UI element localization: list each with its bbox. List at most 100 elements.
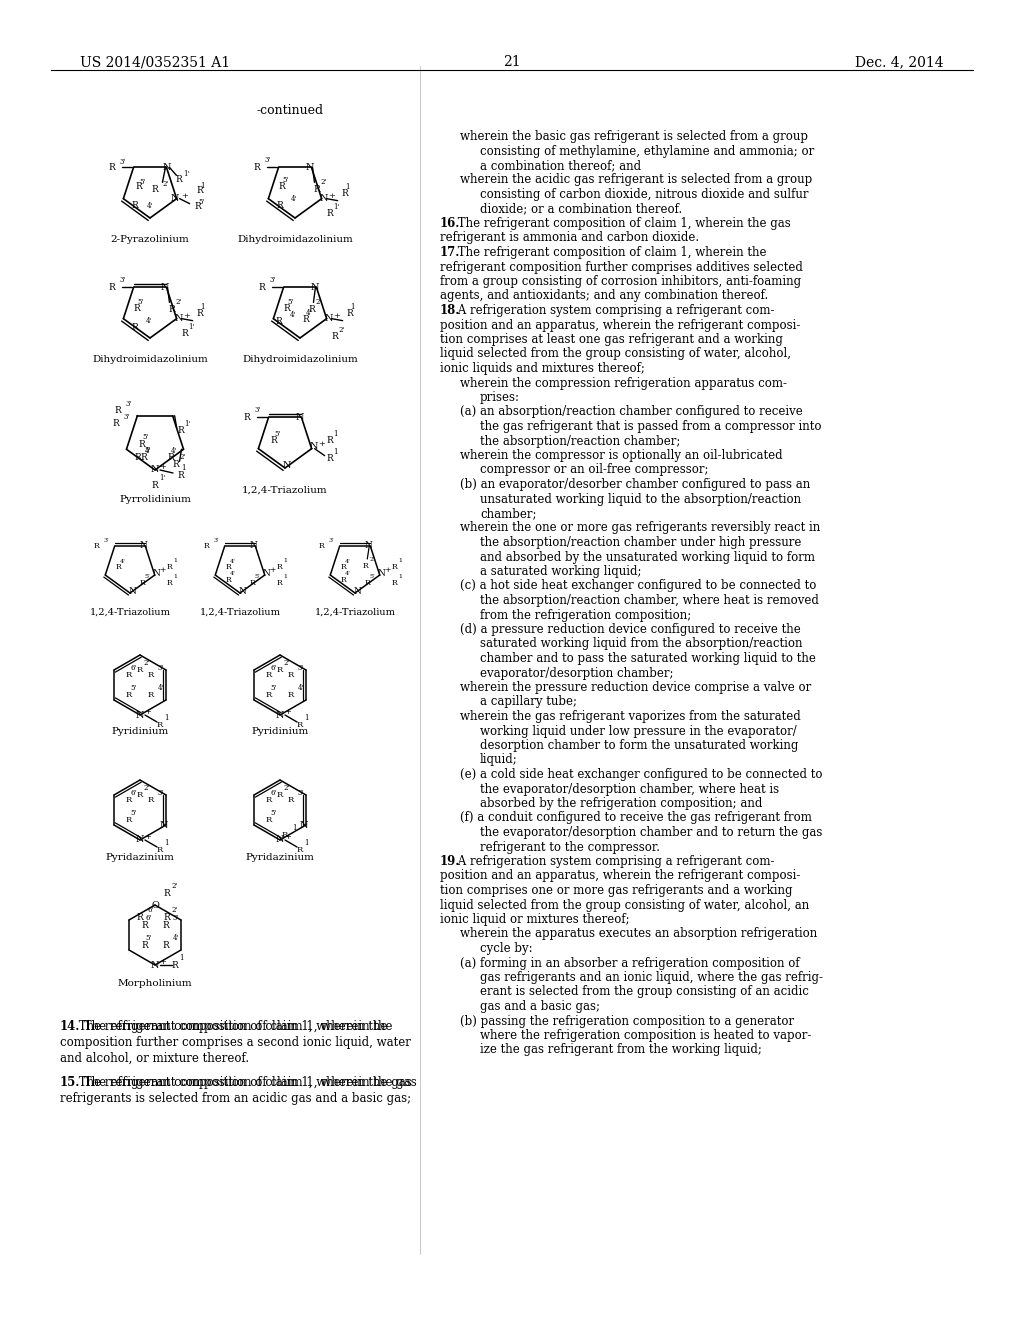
Text: 1: 1 bbox=[398, 558, 402, 564]
Text: US 2014/0352351 A1: US 2014/0352351 A1 bbox=[80, 55, 230, 69]
Text: 3': 3' bbox=[173, 913, 179, 921]
Text: R: R bbox=[225, 564, 231, 572]
Text: 3': 3' bbox=[120, 276, 126, 284]
Text: R: R bbox=[276, 202, 283, 210]
Text: from the refrigeration composition;: from the refrigeration composition; bbox=[480, 609, 691, 622]
Text: R: R bbox=[266, 690, 272, 700]
Text: 1': 1' bbox=[184, 420, 191, 428]
Text: compressor or an oil-free compressor;: compressor or an oil-free compressor; bbox=[480, 463, 709, 477]
Text: R: R bbox=[177, 470, 183, 479]
Text: a combination thereof; and: a combination thereof; and bbox=[480, 158, 641, 172]
Text: R: R bbox=[140, 453, 147, 462]
Text: R: R bbox=[157, 721, 163, 729]
Text: from a group consisting of corrosion inhibitors, anti-foaming: from a group consisting of corrosion inh… bbox=[440, 275, 801, 288]
Text: +: + bbox=[160, 958, 167, 966]
Text: 1: 1 bbox=[174, 558, 178, 564]
Text: 1: 1 bbox=[292, 824, 297, 832]
Text: (d) a pressure reduction device configured to receive the: (d) a pressure reduction device configur… bbox=[460, 623, 801, 636]
Text: N: N bbox=[263, 569, 270, 578]
Text: R: R bbox=[327, 436, 333, 445]
Text: R: R bbox=[254, 162, 260, 172]
Text: The refrigerant composition of claim 1, wherein the gas: The refrigerant composition of claim 1, … bbox=[80, 1076, 417, 1089]
Text: R: R bbox=[131, 202, 138, 210]
Text: R: R bbox=[197, 186, 204, 195]
Text: 1: 1 bbox=[181, 465, 185, 473]
Text: 3': 3' bbox=[255, 407, 261, 414]
Text: tion comprises at least one gas refrigerant and a working: tion comprises at least one gas refriger… bbox=[440, 333, 783, 346]
Text: +: + bbox=[285, 708, 292, 715]
Text: tion comprises one or more gas refrigerants and a working: tion comprises one or more gas refrigera… bbox=[440, 884, 793, 898]
Text: refrigerant to the compressor.: refrigerant to the compressor. bbox=[480, 841, 660, 854]
Text: 4': 4' bbox=[290, 312, 296, 319]
Text: R: R bbox=[134, 454, 141, 462]
Text: ionic liquids and mixtures thereof;: ionic liquids and mixtures thereof; bbox=[440, 362, 645, 375]
Text: 3': 3' bbox=[158, 789, 164, 797]
Text: 5': 5' bbox=[130, 809, 136, 817]
Text: R: R bbox=[141, 940, 147, 949]
Text: dioxide; or a combination thereof.: dioxide; or a combination thereof. bbox=[480, 202, 682, 215]
Text: the absorption/reaction chamber, where heat is removed: the absorption/reaction chamber, where h… bbox=[480, 594, 819, 607]
Text: evaporator/desorption chamber;: evaporator/desorption chamber; bbox=[480, 667, 674, 680]
Text: -continued: -continued bbox=[256, 103, 324, 116]
Text: A refrigeration system comprising a refrigerant com-: A refrigeration system comprising a refr… bbox=[454, 304, 774, 317]
Text: 3': 3' bbox=[158, 664, 164, 672]
Text: 17.: 17. bbox=[440, 246, 461, 259]
Text: wherein the one or more gas refrigerants reversibly react in: wherein the one or more gas refrigerants… bbox=[460, 521, 820, 535]
Text: 1': 1' bbox=[183, 170, 189, 178]
Text: gas refrigerants and an ionic liquid, where the gas refrig-: gas refrigerants and an ionic liquid, wh… bbox=[480, 972, 823, 983]
Text: N: N bbox=[353, 586, 360, 595]
Text: 1,2,4-Triazolium: 1,2,4-Triazolium bbox=[200, 607, 281, 616]
Text: R: R bbox=[288, 796, 294, 804]
Text: R: R bbox=[276, 564, 283, 572]
Text: (b) passing the refrigeration composition to a generator: (b) passing the refrigeration compositio… bbox=[460, 1015, 795, 1027]
Text: prises:: prises: bbox=[480, 391, 520, 404]
Text: 5': 5' bbox=[274, 429, 281, 438]
Text: N: N bbox=[153, 569, 161, 578]
Text: N: N bbox=[136, 710, 144, 719]
Text: 5': 5' bbox=[142, 433, 148, 441]
Text: +: + bbox=[160, 566, 166, 574]
Text: +: + bbox=[144, 708, 152, 715]
Text: R: R bbox=[282, 832, 288, 840]
Text: R: R bbox=[126, 796, 132, 804]
Text: +: + bbox=[285, 833, 292, 841]
Text: R: R bbox=[284, 304, 290, 313]
Text: N: N bbox=[162, 162, 171, 172]
Text: +: + bbox=[160, 463, 167, 471]
Text: (e) a cold side heat exchanger configured to be connected to: (e) a cold side heat exchanger configure… bbox=[460, 768, 822, 781]
Text: R: R bbox=[152, 480, 159, 490]
Text: and alcohol, or mixture thereof.: and alcohol, or mixture thereof. bbox=[60, 1052, 249, 1065]
Text: 4': 4' bbox=[173, 935, 179, 942]
Text: 5': 5' bbox=[144, 446, 151, 454]
Text: +: + bbox=[333, 312, 340, 319]
Text: wherein the compression refrigeration apparatus com-: wherein the compression refrigeration ap… bbox=[460, 376, 787, 389]
Text: R: R bbox=[327, 454, 333, 463]
Text: 1,2,4-Triazolium: 1,2,4-Triazolium bbox=[243, 486, 328, 495]
Text: 5': 5' bbox=[288, 297, 294, 306]
Text: 1,2,4-Triazolium: 1,2,4-Triazolium bbox=[89, 607, 171, 616]
Text: R: R bbox=[259, 282, 265, 292]
Text: refrigerants is selected from an acidic gas and a basic gas;: refrigerants is selected from an acidic … bbox=[60, 1092, 411, 1105]
Text: R: R bbox=[140, 579, 145, 587]
Text: 3': 3' bbox=[103, 539, 110, 543]
Text: a saturated working liquid;: a saturated working liquid; bbox=[480, 565, 641, 578]
Text: N: N bbox=[139, 541, 147, 550]
Text: R: R bbox=[347, 309, 353, 318]
Text: N: N bbox=[275, 836, 285, 845]
Text: +: + bbox=[181, 191, 188, 199]
Text: +: + bbox=[385, 566, 391, 574]
Text: the gas refrigerant that is passed from a compressor into: the gas refrigerant that is passed from … bbox=[480, 420, 821, 433]
Text: 6': 6' bbox=[145, 913, 152, 921]
Text: +: + bbox=[269, 566, 275, 574]
Text: 4': 4' bbox=[171, 447, 177, 455]
Text: N: N bbox=[174, 314, 183, 323]
Text: R: R bbox=[340, 564, 346, 572]
Text: 2': 2' bbox=[144, 784, 151, 792]
Text: 3': 3' bbox=[125, 400, 132, 408]
Text: 21: 21 bbox=[503, 55, 521, 69]
Text: the evaporator/desorption chamber, where heat is: the evaporator/desorption chamber, where… bbox=[480, 783, 779, 796]
Text: R: R bbox=[164, 888, 170, 898]
Text: R: R bbox=[342, 189, 348, 198]
Text: R: R bbox=[288, 690, 294, 700]
Text: 3': 3' bbox=[269, 276, 275, 284]
